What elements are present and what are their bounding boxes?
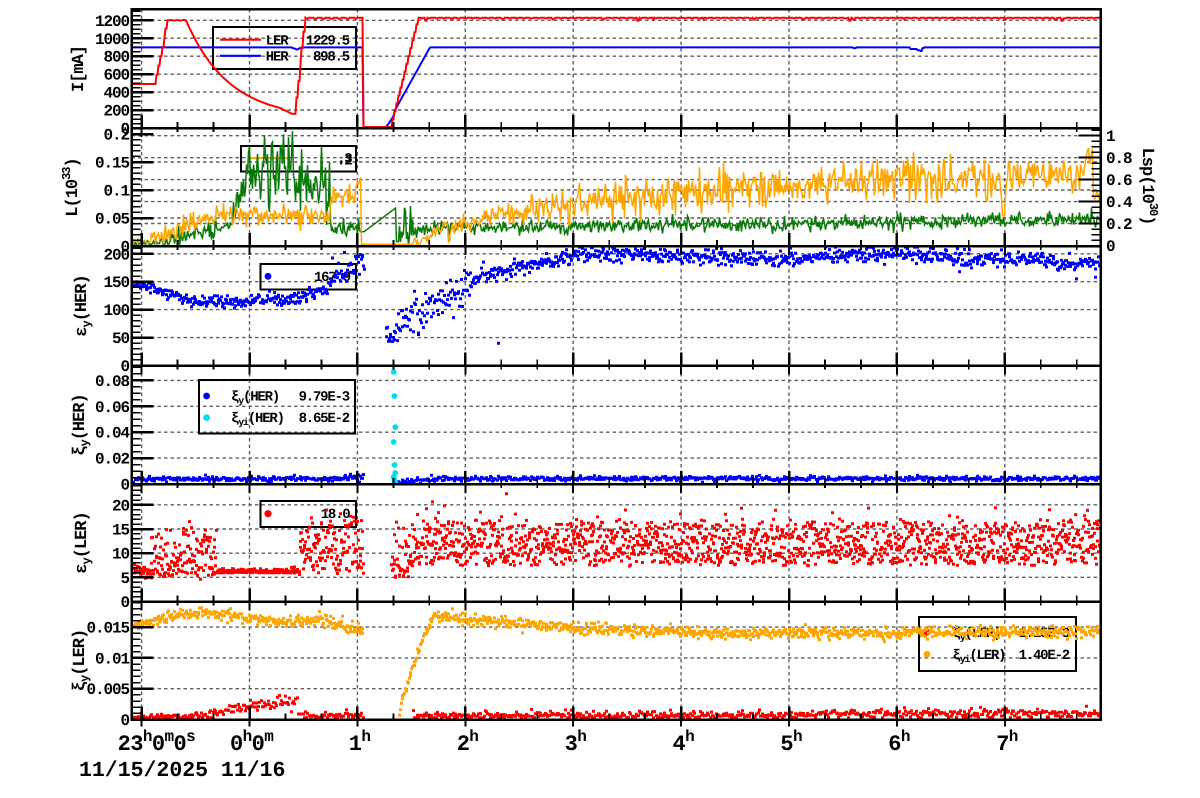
svg-text:1: 1 <box>1106 128 1115 146</box>
svg-text:5h: 5h <box>780 728 802 757</box>
svg-text:.2: .2 <box>337 154 352 170</box>
svg-text:800: 800 <box>103 49 129 67</box>
svg-text:5: 5 <box>120 570 129 588</box>
svg-text:200: 200 <box>103 103 129 121</box>
svg-text:50: 50 <box>112 330 130 348</box>
svg-text:0.02: 0.02 <box>95 451 130 469</box>
svg-text:898.5: 898.5 <box>313 49 350 65</box>
svg-text:0: 0 <box>120 712 129 730</box>
svg-text:20: 20 <box>112 497 130 515</box>
svg-text:0: 0 <box>120 477 129 495</box>
svg-text:0: 0 <box>120 121 129 139</box>
svg-text:0.4: 0.4 <box>1106 194 1133 212</box>
svg-text:1000: 1000 <box>95 31 130 49</box>
svg-text:4h: 4h <box>673 728 695 757</box>
svg-text:15: 15 <box>112 522 130 540</box>
svg-text:0: 0 <box>120 594 129 612</box>
svg-text:400: 400 <box>103 85 129 103</box>
svg-text:0: 0 <box>120 358 129 376</box>
svg-text:9.79E-3: 9.79E-3 <box>299 390 350 406</box>
svg-text:1h: 1h <box>349 728 371 757</box>
svg-text:0.005: 0.005 <box>86 681 129 699</box>
svg-text:7h: 7h <box>996 728 1018 757</box>
svg-text:0.015: 0.015 <box>86 620 129 638</box>
svg-text:0.05: 0.05 <box>95 211 130 229</box>
svg-text:0.2: 0.2 <box>1106 216 1132 234</box>
svg-text:200: 200 <box>103 246 129 264</box>
svg-text:ξy(HER): ξy(HER) <box>231 390 279 408</box>
svg-text:HER: HER <box>266 49 289 65</box>
svg-text:600: 600 <box>103 67 129 85</box>
svg-text:0h0m: 0h0m <box>230 728 274 757</box>
svg-text:0.1: 0.1 <box>103 183 129 201</box>
svg-text:100: 100 <box>103 302 129 320</box>
svg-text:1229.5: 1229.5 <box>306 33 350 49</box>
svg-text:0.15: 0.15 <box>95 155 130 173</box>
svg-text:LER: LER <box>266 33 289 49</box>
svg-text:ξy(LER): ξy(LER) <box>71 630 92 691</box>
svg-text:0: 0 <box>120 239 129 257</box>
svg-text:150: 150 <box>103 274 129 292</box>
svg-text:ξyi(HER): ξyi(HER) <box>231 411 284 429</box>
svg-text:0: 0 <box>1106 238 1115 256</box>
svg-text:6h: 6h <box>888 728 910 757</box>
svg-text:2h: 2h <box>457 728 479 757</box>
svg-text:0.06: 0.06 <box>95 399 130 417</box>
svg-text:εy(HER): εy(HER) <box>73 275 94 336</box>
svg-text:0.6: 0.6 <box>1106 172 1132 190</box>
svg-text:I[mA]: I[mA] <box>70 46 89 92</box>
svg-text:0.8: 0.8 <box>1106 150 1132 168</box>
svg-text:1200: 1200 <box>95 13 130 31</box>
svg-text:0.04: 0.04 <box>95 425 131 443</box>
svg-text:0.08: 0.08 <box>95 373 130 391</box>
svg-text:1.40E-2: 1.40E-2 <box>1019 648 1070 664</box>
svg-text:3h: 3h <box>565 728 587 757</box>
svg-text:11/15/2025 11/16: 11/15/2025 11/16 <box>79 759 285 783</box>
svg-text:ξy(HER): ξy(HER) <box>71 394 92 455</box>
svg-text:23h0m0s: 23h0m0s <box>118 728 195 757</box>
svg-text:L(1033): L(1033) <box>60 158 83 216</box>
svg-text:8.65E-2: 8.65E-2 <box>299 411 350 427</box>
svg-text:0.2: 0.2 <box>103 127 129 145</box>
svg-text:εy(LER): εy(LER) <box>73 512 94 573</box>
svg-text:.3: .3 <box>337 152 352 168</box>
svg-text:10: 10 <box>112 546 130 564</box>
svg-text:0.01: 0.01 <box>95 650 130 668</box>
